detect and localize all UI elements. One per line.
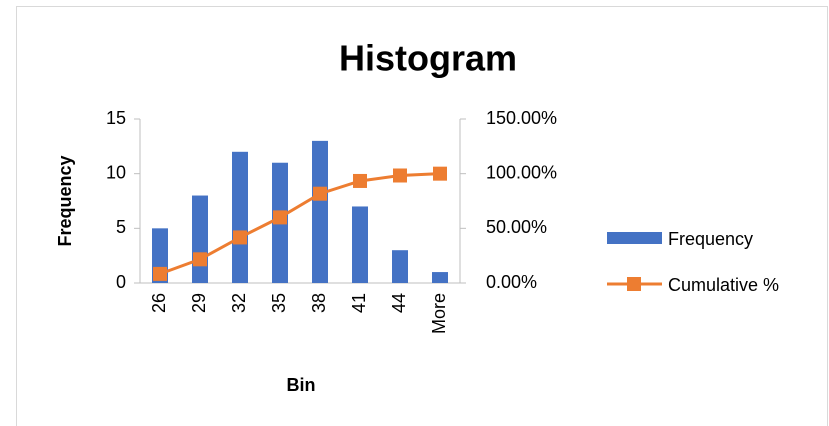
line-marker <box>313 186 327 201</box>
x-tick-label: 35 <box>269 293 289 313</box>
x-tick-label: More <box>429 293 449 334</box>
legend-marker <box>627 277 641 291</box>
y2-tick-label: 100.00% <box>486 162 557 182</box>
y2-tick-label: 150.00% <box>486 108 557 128</box>
x-axis-label: Bin <box>287 375 316 395</box>
x-tick-label: 32 <box>229 293 249 313</box>
line-marker <box>153 266 167 281</box>
line-marker <box>193 252 207 267</box>
y-axis-label: Frequency <box>55 155 75 246</box>
legend-swatch <box>607 232 662 244</box>
y-tick-label: 15 <box>106 108 126 128</box>
line-marker <box>233 230 247 245</box>
bar <box>352 206 368 283</box>
line-marker <box>433 166 447 181</box>
line-marker <box>273 210 287 225</box>
line-marker <box>393 168 407 183</box>
y-tick-label: 0 <box>116 272 126 292</box>
chart-title: Histogram <box>339 38 517 79</box>
x-tick-label: 38 <box>309 293 329 313</box>
bar <box>432 272 448 283</box>
x-tick-label: 41 <box>349 293 369 313</box>
bar <box>232 151 248 283</box>
legend-label: Frequency <box>668 229 753 249</box>
y2-tick-label: 50.00% <box>486 217 547 237</box>
legend-label: Cumulative % <box>668 275 779 295</box>
y2-tick-label: 0.00% <box>486 272 537 292</box>
y-tick-label: 5 <box>116 217 126 237</box>
chart-frame <box>16 6 828 426</box>
x-tick-label: 44 <box>389 293 409 313</box>
x-tick-label: 26 <box>149 293 169 313</box>
x-tick-label: 29 <box>189 293 209 313</box>
y-tick-label: 10 <box>106 162 126 182</box>
bar <box>392 250 408 283</box>
bar <box>192 195 208 283</box>
line-marker <box>353 173 367 188</box>
bar <box>312 140 328 283</box>
